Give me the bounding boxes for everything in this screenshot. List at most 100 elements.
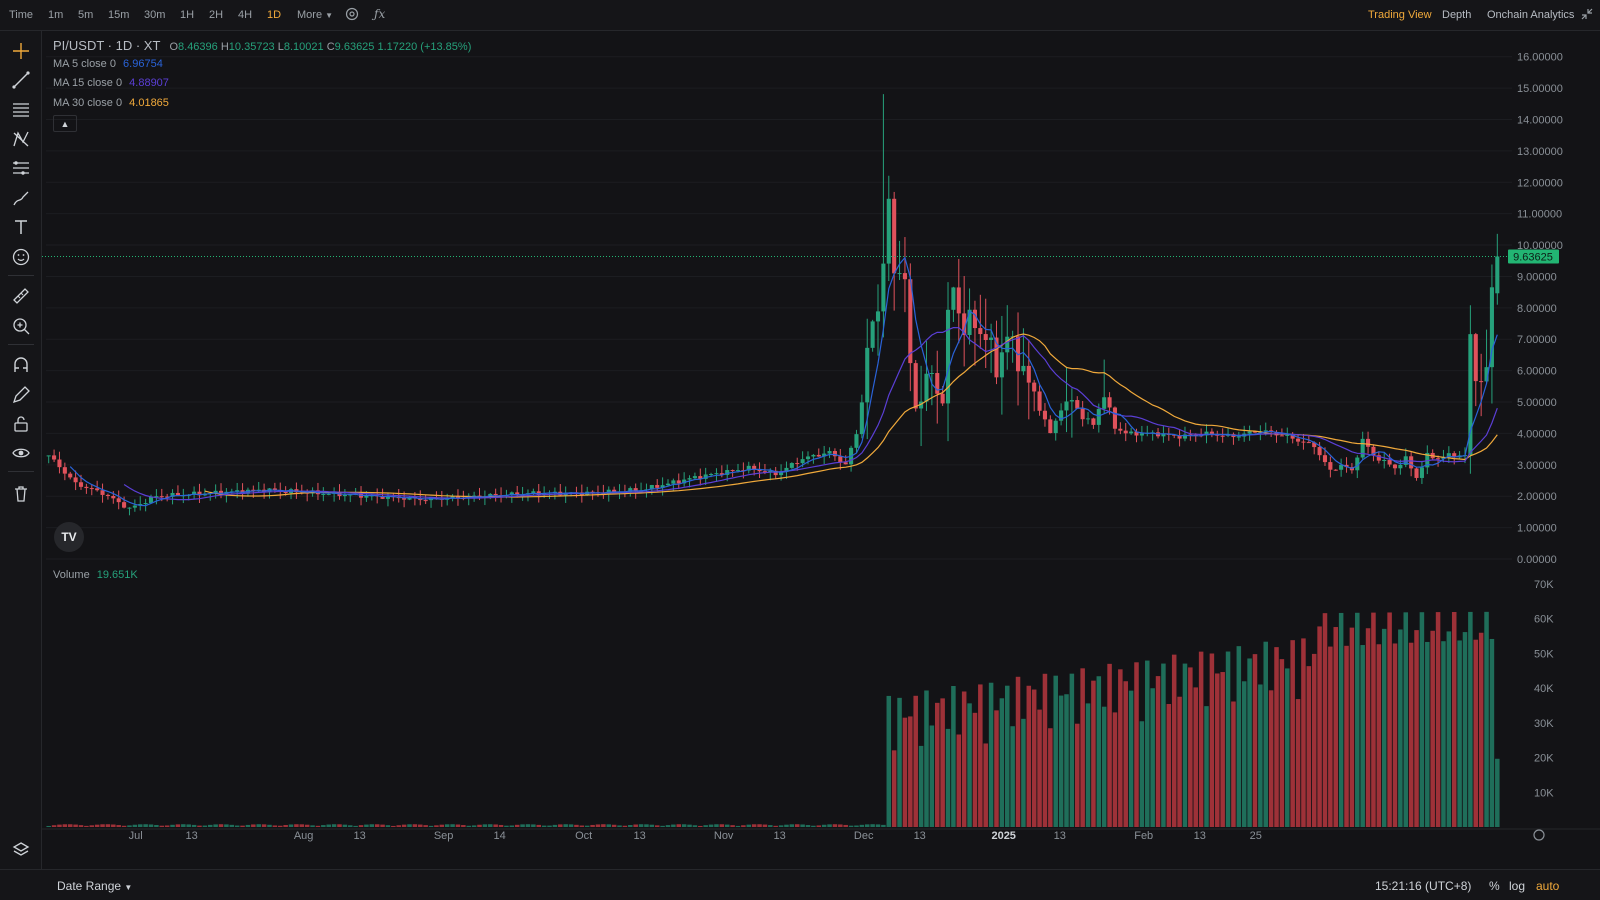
- volume-bar: [164, 825, 170, 827]
- volume-bar: [1301, 638, 1306, 827]
- candle-up: [235, 490, 240, 492]
- collapse-icon[interactable]: [1581, 8, 1593, 23]
- candle-up: [1182, 434, 1188, 439]
- volume-bar: [1177, 696, 1182, 827]
- candle-up: [897, 273, 902, 275]
- volume-bar: [773, 825, 778, 827]
- volume-bar: [1182, 663, 1188, 827]
- volume-bar: [558, 824, 563, 827]
- layers-icon[interactable]: [10, 839, 32, 861]
- emoji-icon[interactable]: [10, 246, 32, 268]
- volume-bar: [1048, 728, 1053, 827]
- candle-up: [822, 453, 827, 457]
- candle-up: [1139, 433, 1144, 436]
- settings-icon[interactable]: [345, 7, 359, 24]
- timeframe-1h[interactable]: 1H: [180, 9, 195, 21]
- timeframe-2h[interactable]: 2H: [209, 9, 224, 21]
- timeframe-4h[interactable]: 4H: [238, 9, 253, 21]
- volume-axis-label: 30K: [1534, 718, 1554, 730]
- candle-down: [78, 482, 84, 487]
- volume-bar: [929, 725, 935, 827]
- ruler-icon[interactable]: [10, 285, 32, 307]
- fib-icon[interactable]: [10, 157, 32, 179]
- timeframe-5m[interactable]: 5m: [78, 9, 94, 21]
- brush-icon[interactable]: [10, 187, 32, 209]
- candle-up: [1419, 467, 1424, 478]
- candle-up: [1085, 418, 1091, 420]
- text-icon[interactable]: [10, 216, 32, 238]
- volume-bar: [1349, 627, 1355, 827]
- time-button[interactable]: Time: [9, 9, 34, 21]
- percent-toggle[interactable]: %: [1489, 879, 1500, 893]
- lock-icon[interactable]: [10, 413, 32, 435]
- volume-bar: [1161, 663, 1166, 827]
- volume-bar: [940, 698, 945, 827]
- timeframe-15m[interactable]: 15m: [108, 9, 130, 21]
- candle-down: [838, 456, 843, 463]
- volume-bar: [358, 825, 364, 827]
- volume-bar: [1145, 660, 1150, 827]
- volume-bar: [1075, 723, 1080, 827]
- volume-bar: [401, 824, 407, 827]
- candle-up: [682, 479, 687, 484]
- volume-bar: [111, 824, 116, 827]
- candle-down: [1048, 419, 1053, 434]
- zoom-in-icon[interactable]: [10, 315, 32, 337]
- candle-up: [1069, 400, 1074, 402]
- indicators-fx-icon[interactable]: ƒx: [374, 7, 386, 21]
- tab-depth[interactable]: Depth: [1442, 9, 1472, 21]
- tab-trading-view[interactable]: Trading View: [1368, 9, 1432, 21]
- volume-bar: [197, 825, 202, 827]
- timeframe-30m[interactable]: 30m: [144, 9, 166, 21]
- volume-bar: [1004, 685, 1010, 827]
- more-dropdown[interactable]: More ▼: [297, 9, 333, 21]
- date-range-button[interactable]: Date Range ▼: [57, 879, 132, 893]
- volume-bar: [455, 824, 461, 827]
- volume-bar: [261, 824, 267, 827]
- trend-line-icon[interactable]: [10, 69, 32, 91]
- timeframe-1d[interactable]: 1D: [267, 9, 282, 21]
- volume-bar: [407, 824, 412, 827]
- volume-bar: [482, 824, 488, 827]
- pattern-icon[interactable]: [10, 128, 32, 150]
- volume-bar: [913, 695, 918, 827]
- candle-down: [633, 488, 638, 492]
- crosshair-icon[interactable]: [10, 40, 32, 62]
- volume-legend: Volume 19.651K: [53, 569, 138, 581]
- time-axis-label: Feb: [1134, 830, 1153, 842]
- chart-area[interactable]: 16.00000 15.00000 14.00000 13.00000 12.00000…: [42, 31, 1600, 869]
- candle-down: [251, 489, 256, 491]
- collapse-legend-button[interactable]: ▲: [53, 115, 77, 132]
- volume-bar: [724, 824, 730, 827]
- volume-bar: [1441, 641, 1446, 827]
- candle-down: [1392, 464, 1398, 469]
- toolbar-divider: [8, 275, 34, 276]
- volume-bar: [671, 824, 676, 827]
- log-toggle[interactable]: log: [1509, 879, 1526, 893]
- candle-down: [1366, 438, 1371, 447]
- volume-bar: [1236, 646, 1242, 827]
- chart-canvas[interactable]: 16.00000 15.00000 14.00000 13.00000 12.00000…: [42, 31, 1600, 869]
- candle-down: [116, 498, 121, 503]
- ma5-line: [69, 256, 1498, 507]
- volume-bar: [1462, 632, 1468, 827]
- volume-bar: [1123, 681, 1128, 827]
- volume-bar: [816, 825, 822, 827]
- chevron-down-icon: ▼: [325, 11, 334, 20]
- candle-down: [1344, 464, 1349, 468]
- trash-icon[interactable]: [10, 483, 32, 505]
- candle-down: [272, 488, 277, 491]
- tab-onchain-analytics[interactable]: Onchain Analytics: [1487, 9, 1575, 21]
- volume-bar: [881, 824, 886, 827]
- eye-icon[interactable]: [10, 442, 32, 464]
- candle-down: [1080, 408, 1085, 420]
- volume-bar: [848, 825, 854, 827]
- candle-down: [773, 470, 778, 476]
- candle-down: [1042, 410, 1047, 420]
- candle-up: [989, 337, 994, 340]
- timeframe-1m[interactable]: 1m: [48, 9, 64, 21]
- horizontal-lines-icon[interactable]: [10, 98, 32, 120]
- lock-draw-icon[interactable]: [10, 384, 32, 406]
- magnet-icon[interactable]: [10, 354, 32, 376]
- auto-toggle[interactable]: auto: [1536, 879, 1560, 893]
